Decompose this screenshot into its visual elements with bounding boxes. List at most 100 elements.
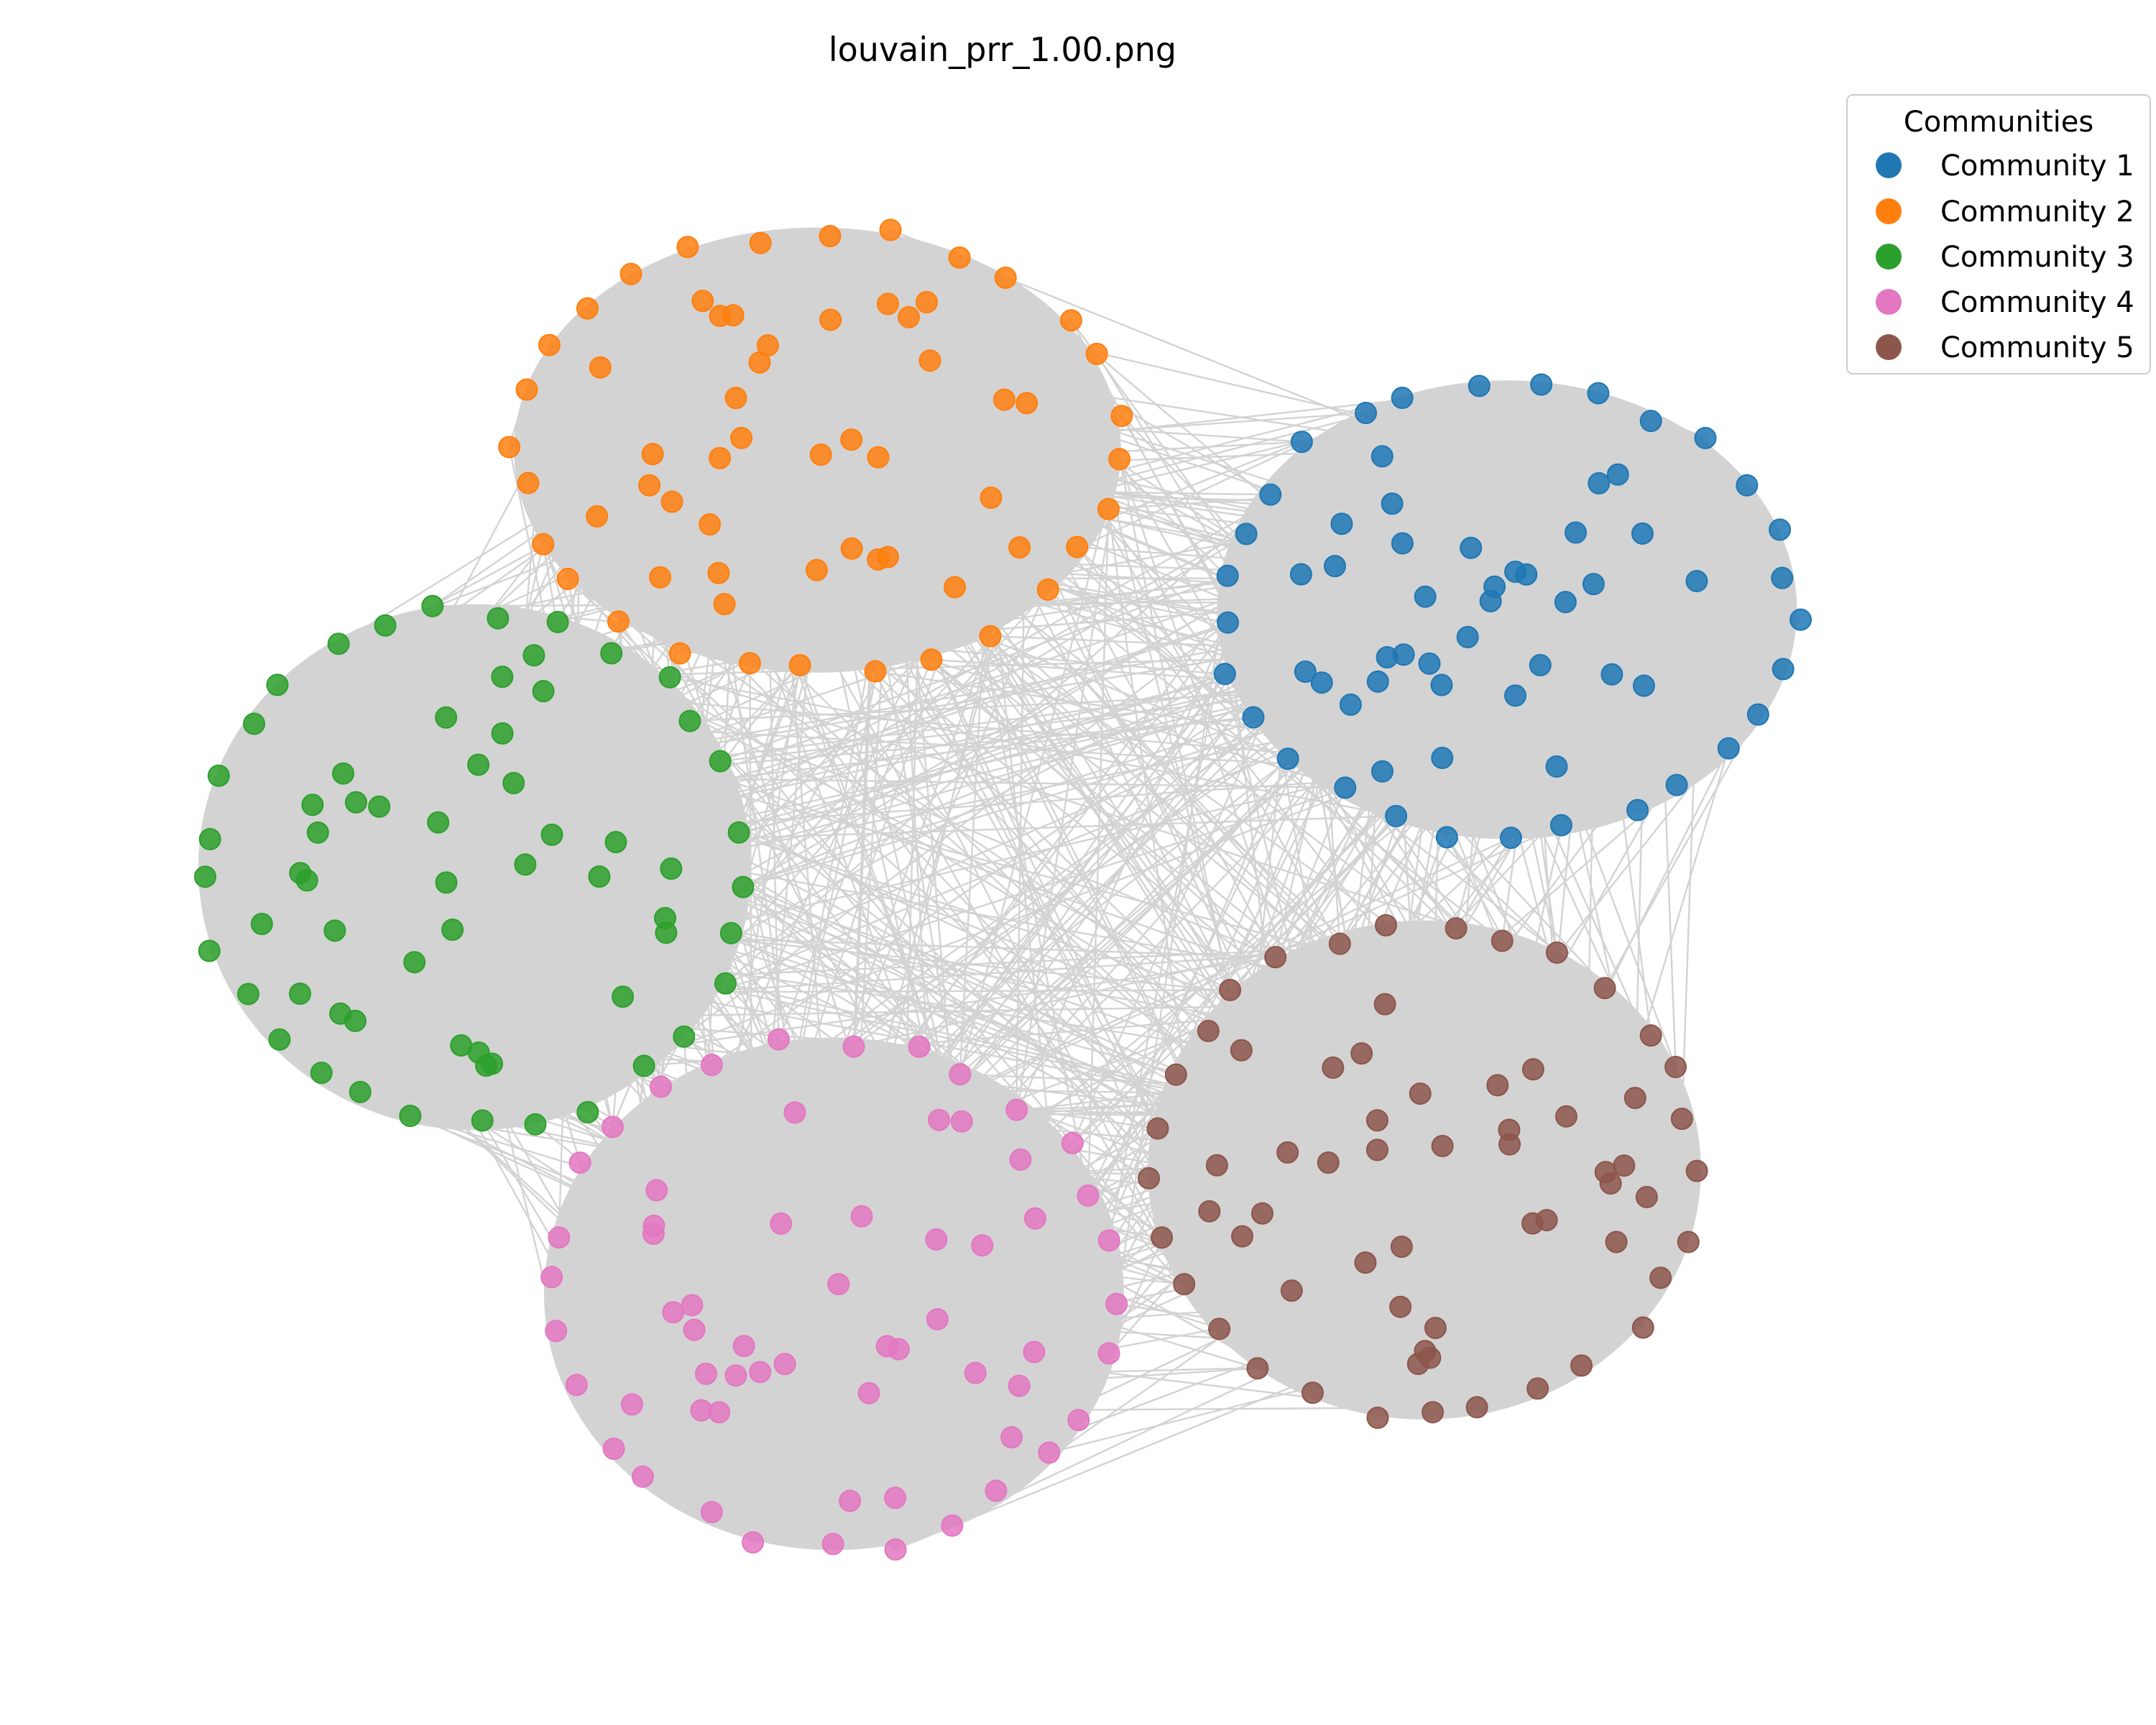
- node-community-3: [502, 772, 525, 795]
- node-community-3: [540, 823, 563, 846]
- legend-item-community-3: Community 3: [1876, 241, 2134, 274]
- node-community-5: [1419, 1346, 1442, 1369]
- node-community-2: [707, 561, 730, 584]
- node-community-1: [1323, 555, 1346, 578]
- node-community-1: [1771, 566, 1794, 589]
- node-community-4: [964, 1361, 987, 1384]
- node-community-4: [601, 1116, 624, 1138]
- legend-label-community-4: Community 4: [1940, 286, 2134, 319]
- node-community-4: [708, 1401, 731, 1424]
- node-community-1: [1391, 532, 1414, 555]
- node-community-1: [1549, 814, 1572, 837]
- node-community-3: [332, 762, 355, 785]
- node-community-2: [898, 305, 921, 328]
- node-community-5: [1146, 1117, 1169, 1140]
- node-community-1: [1626, 799, 1649, 822]
- node-community-5: [1280, 1279, 1303, 1302]
- node-community-5: [1623, 1087, 1646, 1110]
- legend-item-community-5: Community 5: [1876, 331, 2134, 364]
- legend-label-community-1: Community 1: [1940, 150, 2134, 183]
- node-community-2: [915, 290, 938, 313]
- node-community-3: [709, 750, 732, 773]
- node-community-2: [619, 262, 642, 285]
- node-community-5: [1365, 1109, 1388, 1132]
- node-community-5: [1350, 1042, 1373, 1065]
- legend-label-community-2: Community 2: [1940, 196, 2134, 229]
- node-community-1: [1290, 431, 1313, 454]
- node-community-3: [427, 811, 450, 834]
- node-community-3: [491, 722, 514, 745]
- node-community-3: [655, 921, 678, 944]
- node-community-2: [944, 576, 967, 599]
- node-community-3: [306, 821, 329, 844]
- node-community-4: [1097, 1229, 1120, 1252]
- node-community-1: [1294, 660, 1317, 683]
- node-community-2: [1015, 392, 1038, 415]
- node-community-5: [1230, 1039, 1253, 1062]
- node-community-1: [1769, 518, 1792, 541]
- node-community-1: [1632, 674, 1655, 697]
- node-community-2: [576, 297, 599, 320]
- node-community-5: [1138, 1167, 1161, 1190]
- node-community-1: [1515, 563, 1538, 586]
- node-community-5: [1366, 1406, 1389, 1429]
- node-community-3: [329, 1002, 352, 1025]
- node-community-2: [709, 446, 732, 469]
- legend-label-community-5: Community 5: [1940, 331, 2134, 364]
- node-community-1: [1600, 663, 1623, 686]
- node-community-1: [1565, 521, 1588, 544]
- node-community-4: [985, 1479, 1008, 1502]
- node-community-1: [1242, 706, 1265, 729]
- node-community-2: [607, 610, 630, 633]
- legend-marker-community-1: [1876, 152, 1902, 178]
- node-community-3: [658, 666, 681, 689]
- node-community-2: [1108, 448, 1131, 471]
- node-community-2: [948, 246, 971, 269]
- node-community-4: [821, 1532, 844, 1555]
- legend-marker-community-5: [1876, 334, 1902, 360]
- node-community-1: [1736, 474, 1759, 497]
- node-community-2: [840, 428, 863, 451]
- node-community-1: [1746, 703, 1769, 726]
- node-community-5: [1322, 1056, 1345, 1079]
- node-community-1: [1216, 564, 1239, 587]
- node-community-2: [709, 305, 732, 328]
- node-community-3: [532, 680, 555, 703]
- node-community-4: [732, 1335, 755, 1358]
- node-community-3: [467, 753, 490, 776]
- node-community-2: [805, 558, 828, 581]
- node-community-3: [236, 983, 259, 1006]
- node-community-2: [876, 546, 899, 569]
- node-community-3: [243, 712, 266, 735]
- node-community-5: [1639, 1024, 1662, 1047]
- node-community-4: [700, 1501, 723, 1524]
- node-community-5: [1526, 1377, 1549, 1400]
- node-community-1: [1259, 483, 1282, 506]
- node-community-3: [194, 865, 217, 888]
- node-community-2: [738, 652, 761, 675]
- node-community-1: [1381, 492, 1404, 515]
- node-community-3: [266, 673, 289, 696]
- node-community-3: [268, 1028, 291, 1051]
- node-community-1: [1685, 569, 1708, 592]
- node-community-5: [1593, 977, 1616, 1000]
- node-community-5: [1664, 1056, 1687, 1079]
- node-community-4: [602, 1438, 625, 1460]
- node-community-2: [980, 486, 1003, 509]
- node-community-1: [1217, 611, 1240, 634]
- node-community-5: [1422, 1401, 1445, 1424]
- node-community-2: [517, 472, 540, 494]
- node-community-1: [1235, 523, 1258, 546]
- node-community-3: [678, 709, 701, 732]
- node-community-2: [876, 293, 899, 316]
- node-community-3: [198, 939, 221, 962]
- node-community-1: [1391, 387, 1414, 410]
- node-community-4: [941, 1514, 964, 1537]
- legend-label-community-3: Community 3: [1940, 241, 2134, 274]
- node-community-2: [1110, 405, 1133, 428]
- node-community-2: [660, 490, 683, 513]
- node-community-5: [1164, 1063, 1187, 1086]
- node-community-1: [1456, 625, 1479, 648]
- node-community-4: [700, 1054, 723, 1077]
- node-community-4: [770, 1212, 793, 1235]
